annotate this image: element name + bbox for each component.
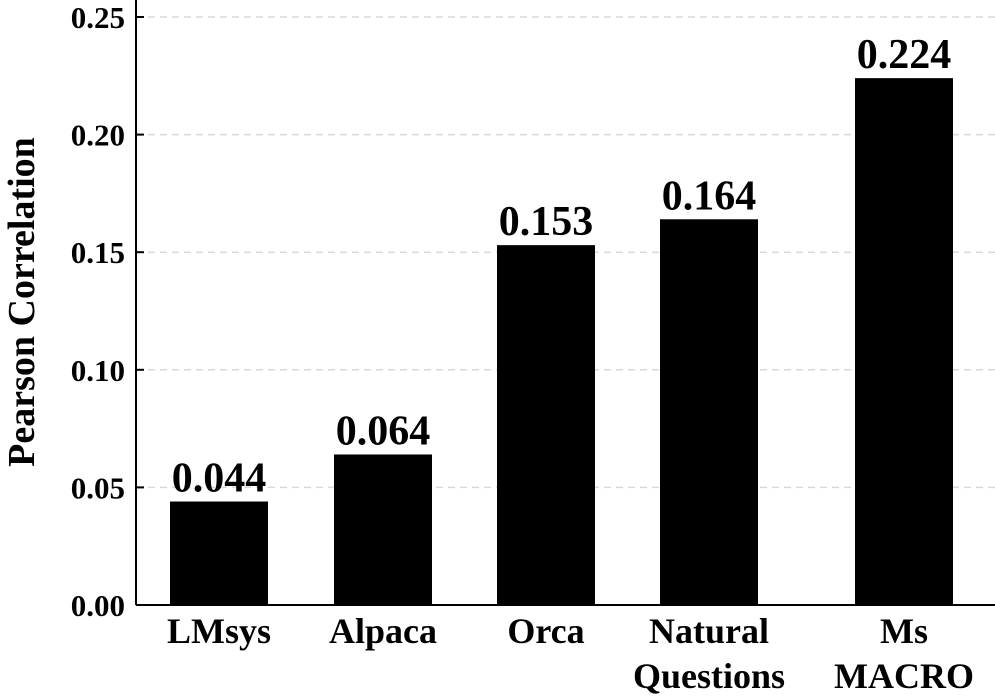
- x-category-label: Natural: [649, 611, 769, 651]
- data-labels: 0.044 0.064 0.153 0.164 0.224: [172, 32, 952, 501]
- category-labels: LMsys Alpaca Orca Natural Questions Ms MACRO: [167, 611, 974, 696]
- y-tick-label: 0.10: [71, 353, 125, 388]
- x-category-label: Ms: [880, 611, 928, 651]
- bar-value-label: 0.153: [499, 199, 594, 245]
- x-category-label: Alpaca: [329, 611, 437, 651]
- x-category-label: MACRO: [834, 656, 974, 696]
- bar: [855, 78, 953, 606]
- bar: [170, 501, 268, 605]
- y-tick-label: 0.20: [71, 118, 125, 153]
- bar: [334, 454, 432, 605]
- bar: [497, 245, 595, 606]
- y-tick-label: 0.00: [71, 588, 125, 623]
- x-category-label: Orca: [507, 611, 584, 651]
- bar-value-label: 0.064: [336, 408, 431, 454]
- bar-value-label: 0.224: [857, 32, 952, 78]
- bar-value-label: 0.044: [172, 456, 267, 502]
- y-tick-label: 0.15: [71, 235, 125, 270]
- y-ticks: 0.00 0.05 0.10 0.15 0.20 0.25: [71, 0, 144, 623]
- y-tick-label: 0.25: [71, 0, 125, 35]
- axes: [135, 0, 995, 606]
- x-category-label: Questions: [633, 656, 785, 696]
- bar-value-label: 0.164: [662, 173, 757, 219]
- x-category-label: LMsys: [167, 611, 271, 651]
- y-tick-label: 0.05: [71, 470, 125, 505]
- bars: [170, 78, 953, 606]
- bar: [660, 219, 758, 605]
- y-axis-title: Pearson Correlation: [1, 137, 43, 467]
